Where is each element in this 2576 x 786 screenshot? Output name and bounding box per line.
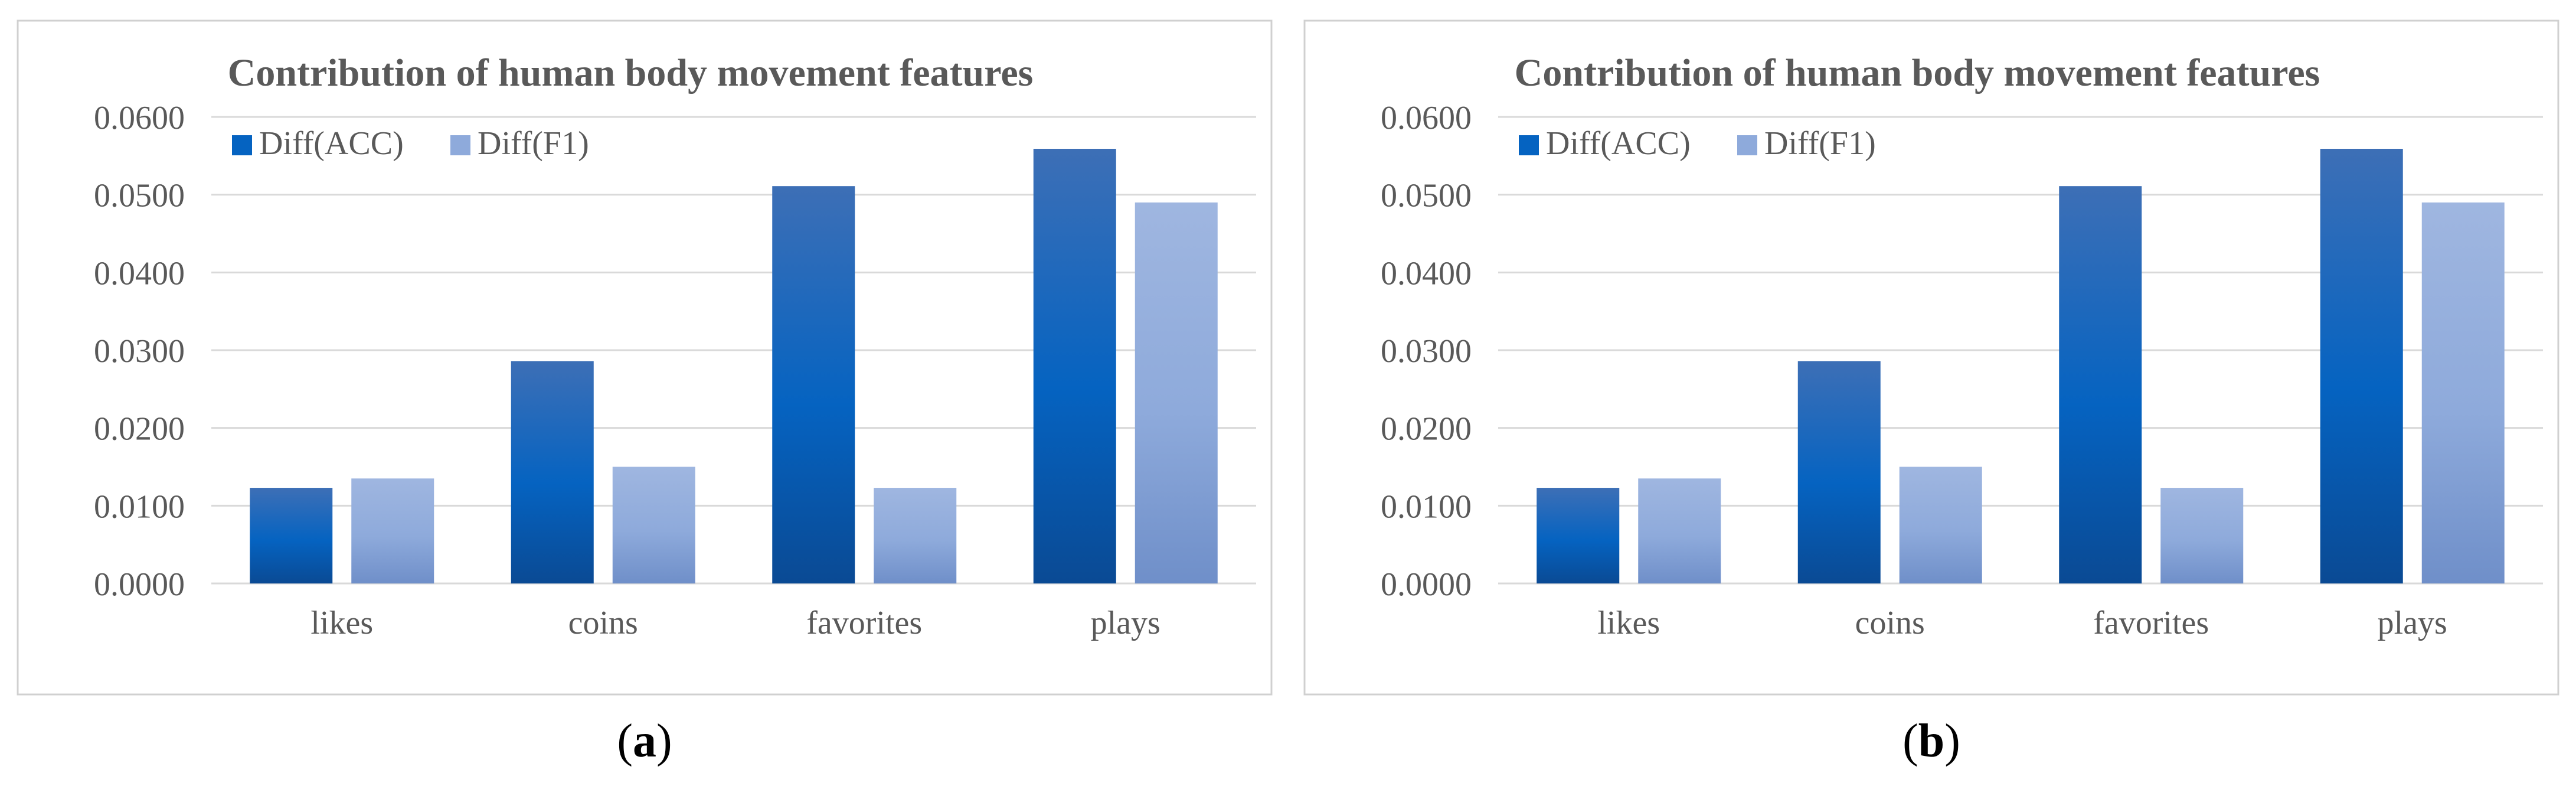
legend-swatch bbox=[232, 135, 252, 155]
y-tick-label: 0.0200 bbox=[1381, 411, 1472, 448]
bar-diff-acc-likes bbox=[1537, 488, 1620, 583]
y-tick-label: 0.0100 bbox=[1381, 488, 1472, 525]
bar-diff-acc-favorites bbox=[2059, 186, 2142, 583]
legend-swatch bbox=[1737, 135, 1757, 155]
y-tick-label: 0.0000 bbox=[1381, 566, 1472, 603]
x-tick-label: coins bbox=[568, 605, 638, 641]
y-tick-label: 0.0200 bbox=[94, 411, 185, 448]
chart-title: Contribution of human body movement feat… bbox=[1515, 51, 2320, 94]
bar-diff-f1-plays bbox=[1135, 202, 1218, 583]
caption-a: (a) bbox=[617, 715, 672, 767]
y-tick-label: 0.0400 bbox=[94, 255, 185, 292]
x-tick-label: coins bbox=[1855, 605, 1925, 641]
y-tick-label: 0.0000 bbox=[94, 566, 185, 603]
x-tick-label: likes bbox=[1597, 605, 1660, 641]
bar-diff-acc-likes bbox=[250, 488, 333, 583]
y-tick-label: 0.0100 bbox=[94, 488, 185, 525]
chart-title: Contribution of human body movement feat… bbox=[228, 51, 1034, 94]
x-tick-label: plays bbox=[1091, 605, 1160, 641]
bar-diff-f1-favorites bbox=[2160, 488, 2244, 583]
caption-b-label: b bbox=[1918, 715, 1945, 767]
legend-label: Diff(F1) bbox=[1764, 125, 1876, 162]
chart-panel-a: Contribution of human body movement feat… bbox=[17, 19, 1273, 696]
y-tick-label: 0.0600 bbox=[94, 100, 185, 136]
y-tick-label: 0.0600 bbox=[1381, 100, 1472, 136]
bar-diff-acc-favorites bbox=[772, 186, 855, 583]
chart-panel-b: Contribution of human body movement feat… bbox=[1303, 19, 2559, 696]
bar-diff-f1-coins bbox=[612, 467, 695, 583]
y-tick-label: 0.0300 bbox=[94, 333, 185, 370]
x-tick-label: likes bbox=[310, 605, 373, 641]
bar-diff-f1-likes bbox=[1638, 478, 1721, 583]
bar-diff-acc-coins bbox=[511, 361, 594, 583]
legend-label: Diff(ACC) bbox=[1546, 125, 1691, 162]
y-tick-label: 0.0400 bbox=[1381, 255, 1472, 292]
bar-chart-a: Contribution of human body movement feat… bbox=[17, 19, 1273, 696]
bar-diff-acc-plays bbox=[2320, 148, 2403, 583]
x-tick-label: favorites bbox=[2093, 605, 2209, 641]
y-tick-label: 0.0500 bbox=[94, 178, 185, 214]
bar-diff-f1-favorites bbox=[874, 488, 957, 583]
y-tick-label: 0.0300 bbox=[1381, 333, 1472, 370]
caption-a-label: a bbox=[633, 715, 656, 767]
bar-diff-f1-likes bbox=[351, 478, 434, 583]
legend-label: Diff(F1) bbox=[478, 125, 589, 162]
legend-label: Diff(ACC) bbox=[259, 125, 404, 162]
bar-diff-acc-coins bbox=[1797, 361, 1881, 583]
legend-swatch bbox=[450, 135, 470, 155]
bar-chart-b: Contribution of human body movement feat… bbox=[1303, 19, 2559, 696]
legend-swatch bbox=[1519, 135, 1539, 155]
bar-diff-f1-coins bbox=[1899, 467, 1982, 583]
caption-b: (b) bbox=[1902, 715, 1960, 767]
y-tick-label: 0.0500 bbox=[1381, 178, 1472, 214]
x-tick-label: favorites bbox=[806, 605, 922, 641]
bar-diff-f1-plays bbox=[2421, 202, 2505, 583]
x-tick-label: plays bbox=[2378, 605, 2447, 641]
bar-diff-acc-plays bbox=[1033, 148, 1116, 583]
